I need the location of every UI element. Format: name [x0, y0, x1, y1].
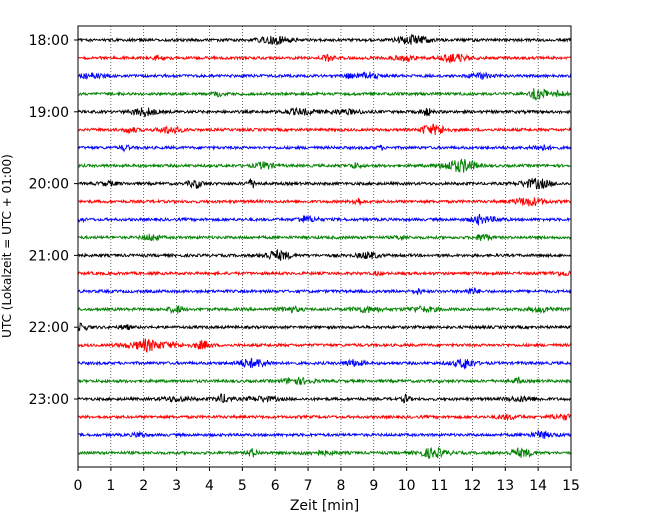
- x-tick-label: 1: [106, 478, 115, 494]
- seismogram-trace: [77, 321, 572, 332]
- x-axis-label: Zeit [min]: [290, 498, 359, 514]
- seismogram-trace: [77, 106, 572, 118]
- y-tick-label: 19:00: [29, 105, 69, 121]
- x-axis-ticks: 0 1 2 3 4 5 6 7 8 9 10 11 12 13 14 15: [74, 467, 580, 494]
- seismogram-traces: [77, 33, 572, 460]
- seismogram-trace: [77, 53, 572, 64]
- y-tick-label: 21:00: [29, 248, 69, 264]
- seismogram-trace: [77, 178, 572, 190]
- seismogram-trace: [77, 357, 572, 370]
- seismogram-trace: [77, 413, 572, 422]
- x-tick-label: 4: [205, 478, 214, 494]
- x-tick-label: 9: [369, 478, 378, 494]
- seismogram-trace: [77, 88, 572, 101]
- y-axis-label: UTC (Lokalzeit = UTC + 01:00): [0, 154, 14, 338]
- seismogram-trace: [77, 233, 572, 242]
- seismogram-trace: [77, 376, 572, 386]
- x-tick-label: 7: [304, 478, 313, 494]
- y-tick-label: 18:00: [29, 33, 69, 49]
- seismogram-trace: [77, 305, 572, 315]
- x-tick-label: 5: [238, 478, 247, 494]
- seismogram-trace: [77, 270, 572, 278]
- seismogram-trace: [77, 33, 572, 46]
- x-tick-label: 14: [529, 478, 547, 494]
- plot-frame: [77, 25, 572, 468]
- x-tick-label: 3: [172, 478, 181, 494]
- seismogram-trace: [77, 196, 572, 207]
- x-tick-label: 8: [336, 478, 345, 494]
- x-tick-label: 0: [74, 478, 83, 494]
- x-tick-label: 15: [562, 478, 580, 494]
- x-tick-label: 6: [271, 478, 280, 494]
- seismogram-trace: [77, 123, 572, 136]
- seismogram-trace: [77, 429, 572, 439]
- x-tick-label: 12: [463, 478, 481, 494]
- y-tick-label: 22:00: [29, 320, 69, 336]
- seismogram-trace: [77, 248, 572, 261]
- seismogram-trace: [77, 338, 572, 354]
- seismogram-trace: [77, 144, 572, 153]
- x-tick-label: 10: [398, 478, 416, 494]
- seismogram-trace: [77, 446, 572, 460]
- y-tick-label: 20:00: [29, 177, 69, 193]
- plot-background: [78, 26, 571, 467]
- x-tick-label: 13: [496, 478, 514, 494]
- seismogram-trace: [77, 158, 572, 173]
- x-tick-label: 11: [431, 478, 449, 494]
- seismogram-trace: [77, 70, 572, 81]
- seismogram-trace: [77, 213, 572, 226]
- y-axis-ticks: 18:00 19:00 20:00 21:00 22:00 23:00: [29, 33, 78, 408]
- y-tick-label: 23:00: [29, 392, 69, 408]
- seismogram-trace: [77, 287, 572, 295]
- x-tick-label: 2: [139, 478, 148, 494]
- seismogram-trace: [77, 393, 572, 404]
